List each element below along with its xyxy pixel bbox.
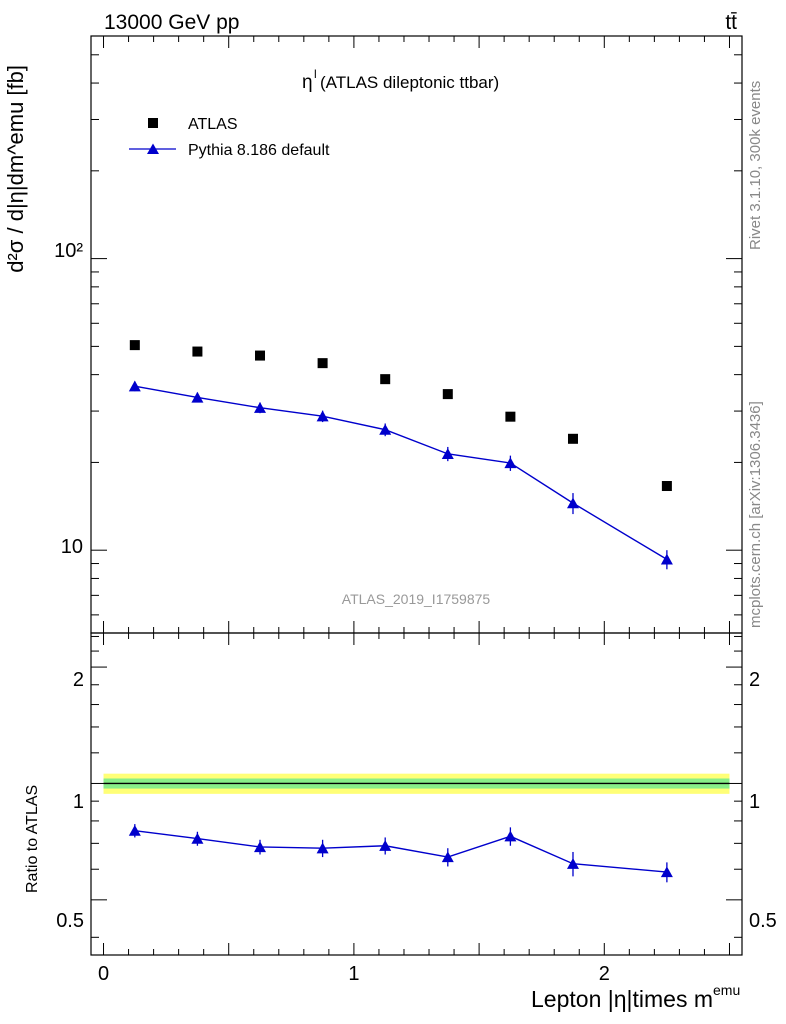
pythia-data-point [441,448,454,459]
pythia-data-point [128,380,141,392]
ratio-plot-frame [90,632,743,956]
atlas-data-point [317,358,328,369]
process-label: tt̄ [725,11,737,34]
ratio-data-point [191,832,204,844]
pythia-data-point [660,553,673,565]
ratio-data-point [316,842,329,854]
plot-title-superscript: l [314,67,317,81]
ratio-data-point [379,840,392,851]
atlas-data-point [442,389,453,400]
atlas-data-point [505,411,516,422]
atlas-data-point [661,481,672,492]
atlas-data-point [129,340,140,351]
source-label: mcplots.cern.ch [arXiv:1306.3436] [747,401,764,628]
pythia-data-point [254,402,267,413]
ratio-data-point [128,824,141,836]
main-data-marks [128,340,673,570]
atlas-data-point [192,346,203,357]
ratio-data-point [566,858,579,869]
ratio-y-tick-2-right: 2 [749,669,760,691]
ratio-data-marks [128,824,673,883]
plot-title: (ATLAS dileptonic ttbar) [320,73,499,92]
legend-label-pythia: Pythia 8.186 default [188,142,330,159]
atlas-data-point [567,433,578,444]
y-tick-label-10: 10 [61,536,83,558]
ratio-data-point [441,851,454,863]
pythia-data-point [504,457,517,469]
main-y-axis-label: d²σ / d|η|dm^emu [fb] [3,65,28,273]
pythia-data-point [191,391,204,403]
x-tick-label-0: 0 [98,963,109,985]
pythia-data-point [316,410,329,422]
atlas-data-point [380,374,391,385]
pythia-data-point [566,497,579,509]
y-tick-label-100: 10² [54,240,83,262]
ratio-y-tick-1-right: 1 [749,791,760,813]
x-axis-label: Lepton |η|times m [531,986,713,1012]
main-axis-ticks [91,36,742,955]
ratio-data-point [254,841,267,853]
plot-title-symbol: η [302,72,313,93]
ratio-series-line [134,829,667,873]
pythia-series-line [134,385,668,560]
legend-square-icon [148,118,158,128]
analysis-label: ATLAS_2019_I1759875 [342,591,491,607]
x-tick-label-2: 2 [599,963,610,985]
legend-label-atlas: ATLAS [188,116,238,133]
ratio-axis-ticks [91,635,742,938]
x-axis-label-superscript: emu [713,982,740,998]
x-tick-label-1: 1 [348,963,359,985]
ratio-data-point [504,830,517,842]
pythia-data-point [379,423,392,435]
ratio-y-tick-2-left: 2 [73,669,84,691]
ratio-y-axis-label: Ratio to ATLAS [24,785,41,893]
atlas-data-point [255,350,266,361]
rivet-label: Rivet 3.1.10, 300k events [747,81,764,250]
legend-triangle-icon [147,143,159,154]
ratio-y-tick-0.5-left: 0.5 [56,910,84,932]
ratio-y-tick-1-left: 1 [73,791,84,813]
ratio-y-tick-0.5-right: 0.5 [749,910,777,932]
ratio-data-point [660,866,673,878]
energy-label: 13000 GeV pp [104,11,239,34]
